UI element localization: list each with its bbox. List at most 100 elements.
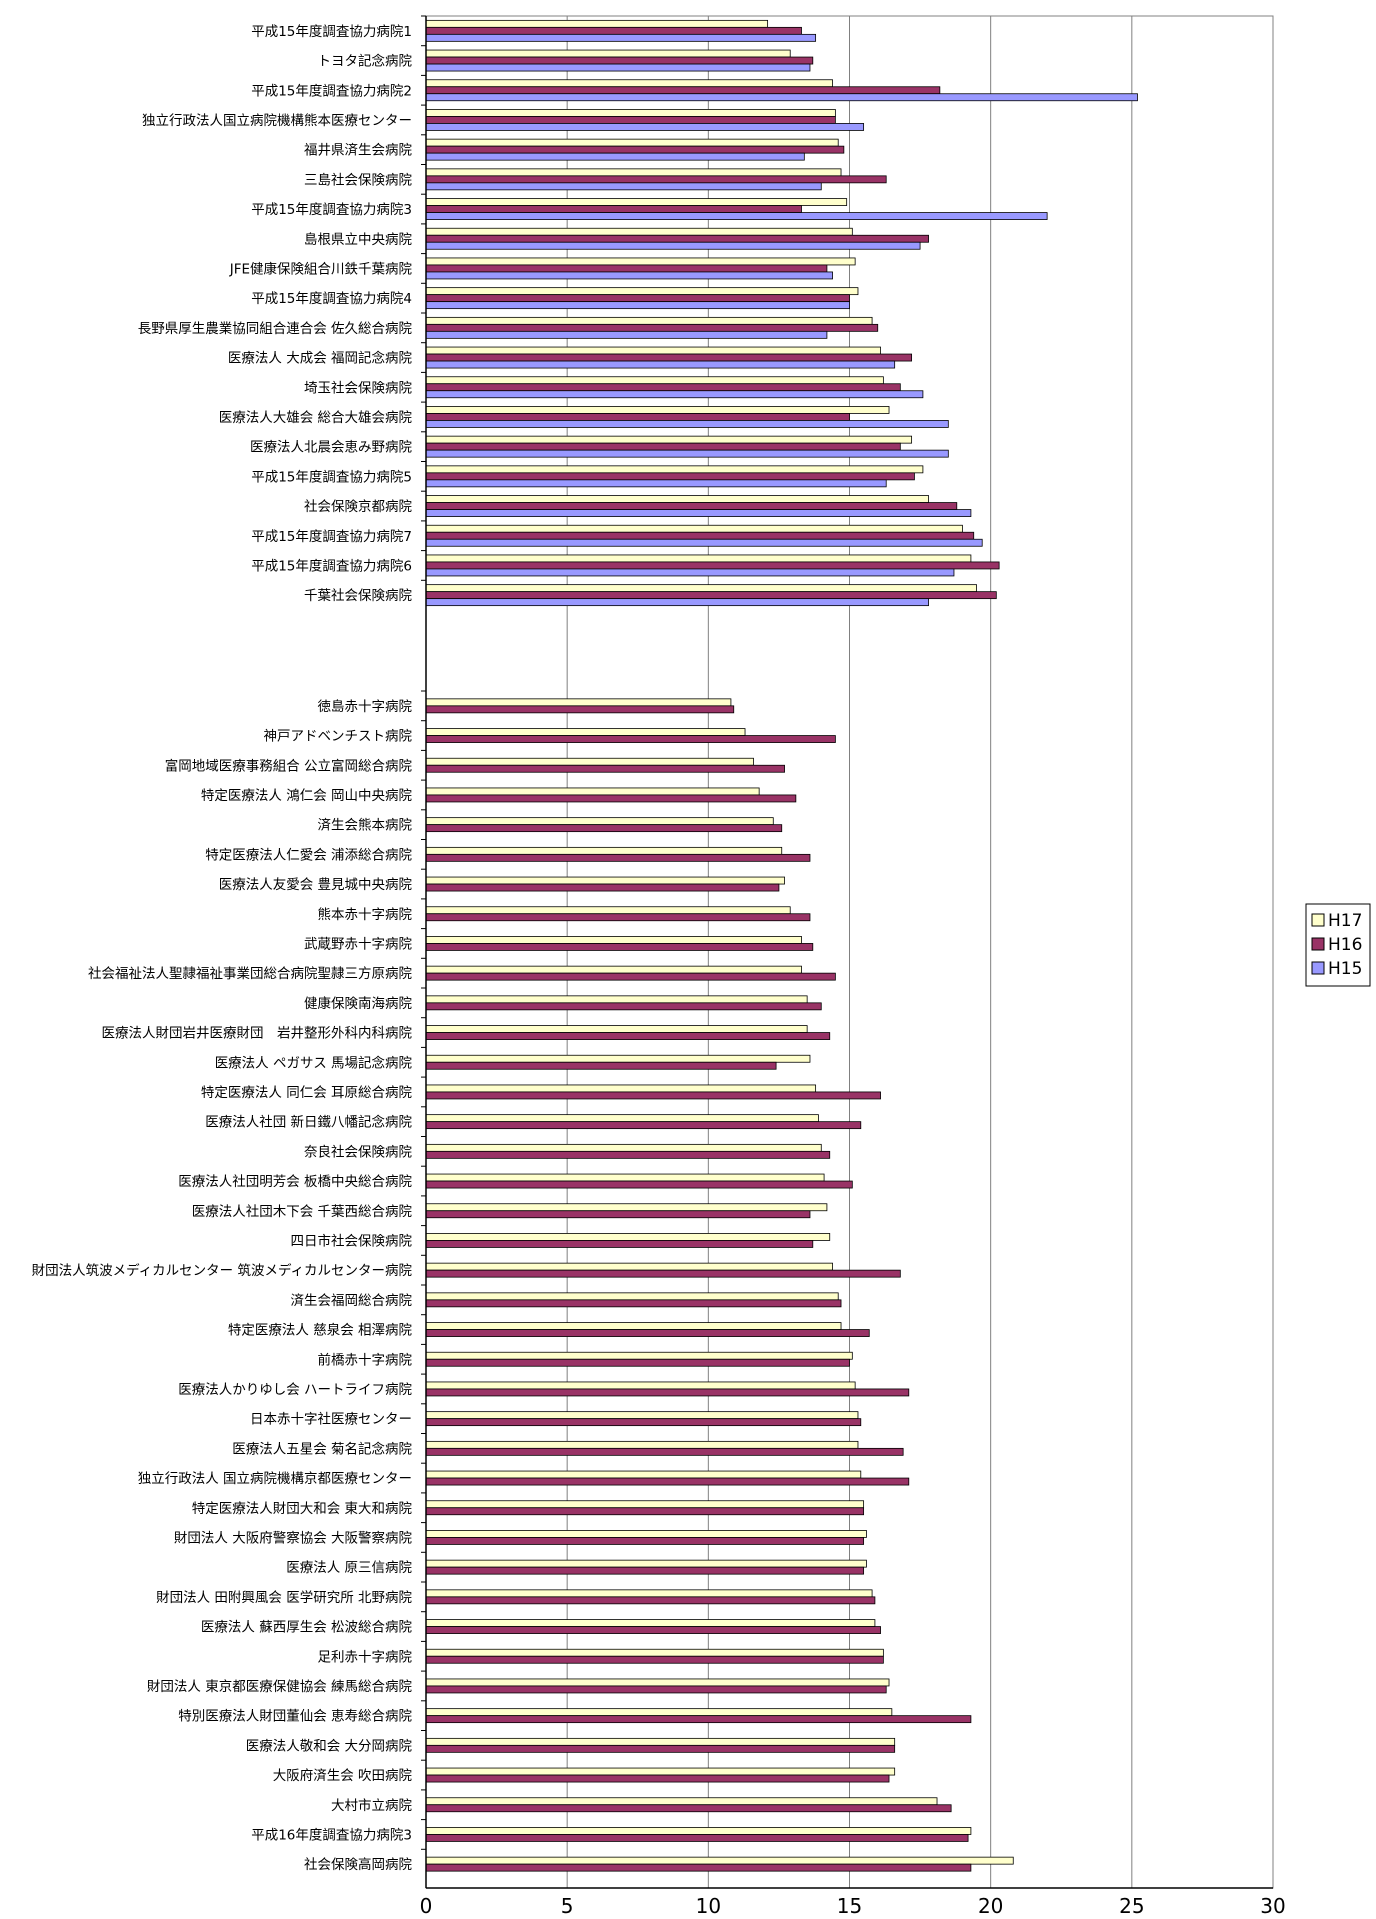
bar-h16 bbox=[425, 1418, 862, 1427]
bar-h15 bbox=[425, 598, 929, 607]
bar-h17 bbox=[425, 168, 842, 177]
bar-h16 bbox=[425, 264, 828, 273]
bar-h16 bbox=[425, 175, 887, 184]
bar-h17 bbox=[425, 1678, 890, 1687]
category-label: 特定医療法人 鴻仁会 岡山中央病院 bbox=[201, 787, 413, 804]
bar-h16 bbox=[425, 116, 836, 124]
bar-h17 bbox=[425, 376, 884, 385]
bar-h17 bbox=[425, 1589, 873, 1598]
bar-h17 bbox=[425, 1767, 896, 1776]
bar-h16 bbox=[425, 1447, 904, 1456]
bar-h16 bbox=[425, 1061, 777, 1070]
bar-h17 bbox=[425, 1708, 893, 1717]
category-label: 四日市社会保険病院 bbox=[291, 1232, 413, 1249]
bar-h16 bbox=[425, 1507, 865, 1516]
bar-h17 bbox=[425, 79, 833, 88]
bar-h16 bbox=[425, 1715, 972, 1724]
bar-h17 bbox=[425, 1114, 819, 1123]
bar-h16 bbox=[425, 234, 929, 243]
bar-h16 bbox=[425, 472, 915, 481]
bar-h15 bbox=[425, 33, 817, 42]
bar-h16 bbox=[425, 205, 802, 213]
bar-h17 bbox=[425, 1737, 896, 1746]
bar-h16 bbox=[425, 764, 785, 773]
category-label: 特定医療法人 慈泉会 相澤病院 bbox=[228, 1322, 413, 1339]
x-tick-label: 20 bbox=[978, 1894, 1003, 1918]
bar-h16 bbox=[425, 1240, 814, 1248]
bar-h16 bbox=[425, 913, 811, 922]
x-tick-label: 0 bbox=[420, 1894, 433, 1918]
category-label: 特定医療法人 同仁会 耳原総合病院 bbox=[201, 1084, 413, 1101]
category-label: 埼玉社会保険病院 bbox=[304, 380, 412, 396]
bar-h15 bbox=[425, 420, 949, 428]
bar-h16 bbox=[425, 1150, 831, 1159]
category-label: 医療法人社団木下会 千葉西総合病院 bbox=[192, 1203, 413, 1220]
category-label: 前橋赤十字病院 bbox=[318, 1351, 413, 1368]
bar-h17 bbox=[425, 995, 808, 1004]
bar-h17 bbox=[425, 406, 890, 414]
category-label: 医療法人大雄会 総合大雄会病院 bbox=[219, 409, 413, 426]
bar-h17 bbox=[425, 109, 836, 117]
bar-h17 bbox=[425, 198, 848, 206]
bar-h16 bbox=[425, 1180, 853, 1189]
bar-h16 bbox=[425, 1091, 881, 1100]
bar-h16 bbox=[425, 883, 780, 892]
bar-h15 bbox=[425, 538, 983, 547]
category-label: 医療法人北晨会恵み野病院 bbox=[250, 439, 412, 456]
category-label: 奈良社会保険病院 bbox=[304, 1144, 412, 1160]
category-label: JFE健康保険組合川鉄千葉病院 bbox=[229, 260, 413, 277]
bar-h17 bbox=[425, 1173, 825, 1182]
bar-h16 bbox=[425, 735, 836, 743]
bar-h16 bbox=[425, 794, 797, 803]
bar-h17 bbox=[425, 1797, 938, 1806]
bar-h17 bbox=[425, 936, 802, 944]
category-label: 医療法人敬和会 大分岡病院 bbox=[246, 1737, 413, 1754]
category-label: 社会保険高岡病院 bbox=[304, 1856, 412, 1873]
bar-h17 bbox=[425, 257, 856, 266]
category-label: 武蔵野赤十字病院 bbox=[304, 936, 412, 952]
bar-h17 bbox=[425, 19, 769, 28]
legend-label-h16: H16 bbox=[1328, 935, 1362, 955]
bar-h17 bbox=[425, 1470, 862, 1479]
bar-h17 bbox=[425, 1292, 839, 1301]
category-label: 千葉社会保険病院 bbox=[304, 588, 412, 604]
category-label: 医療法人財団岩井医療財団 岩井整形外科内科病院 bbox=[102, 1025, 413, 1042]
category-label: 平成15年度調査協力病院7 bbox=[251, 529, 412, 545]
bar-h16 bbox=[425, 1210, 811, 1219]
bar-h16 bbox=[425, 1032, 831, 1040]
x-tick-label: 30 bbox=[1260, 1894, 1285, 1918]
bar-h15 bbox=[425, 390, 924, 399]
category-label: 済生会福岡総合病院 bbox=[291, 1293, 413, 1309]
legend-swatch-h16 bbox=[1311, 937, 1325, 951]
bar-h16 bbox=[425, 383, 901, 392]
bar-h15 bbox=[425, 93, 1138, 102]
bar-h16 bbox=[425, 1685, 887, 1694]
bar-h17 bbox=[425, 524, 963, 533]
bar-h15 bbox=[425, 479, 887, 488]
bar-h15 bbox=[425, 152, 805, 161]
bar-h16 bbox=[425, 442, 901, 451]
bar-h16 bbox=[425, 1655, 884, 1664]
bar-h17 bbox=[425, 1351, 853, 1360]
bar-h16 bbox=[425, 972, 836, 981]
bar-h16 bbox=[425, 531, 975, 540]
bar-h17 bbox=[425, 698, 732, 707]
category-label: 熊本赤十字病院 bbox=[318, 907, 413, 923]
bar-h17 bbox=[425, 316, 873, 325]
bar-h17 bbox=[425, 346, 881, 355]
category-label: 医療法人 原三信病院 bbox=[286, 1559, 412, 1576]
bar-h17 bbox=[425, 728, 746, 736]
bar-h16 bbox=[425, 1388, 910, 1397]
bar-h16 bbox=[425, 1269, 901, 1278]
bar-h16 bbox=[425, 1329, 870, 1337]
bar-h17 bbox=[425, 554, 972, 563]
axes bbox=[421, 15, 1273, 1889]
category-label: 平成15年度調査協力病院2 bbox=[251, 83, 412, 99]
bar-h17 bbox=[425, 906, 791, 915]
bar-h16 bbox=[425, 413, 850, 421]
x-tick-label: 25 bbox=[1119, 1894, 1144, 1918]
x-tick-label: 10 bbox=[696, 1894, 721, 1918]
category-label: 平成15年度調査協力病院6 bbox=[251, 558, 412, 574]
x-tick-labels: 0 5 10 15 20 25 30 bbox=[420, 1894, 1286, 1918]
